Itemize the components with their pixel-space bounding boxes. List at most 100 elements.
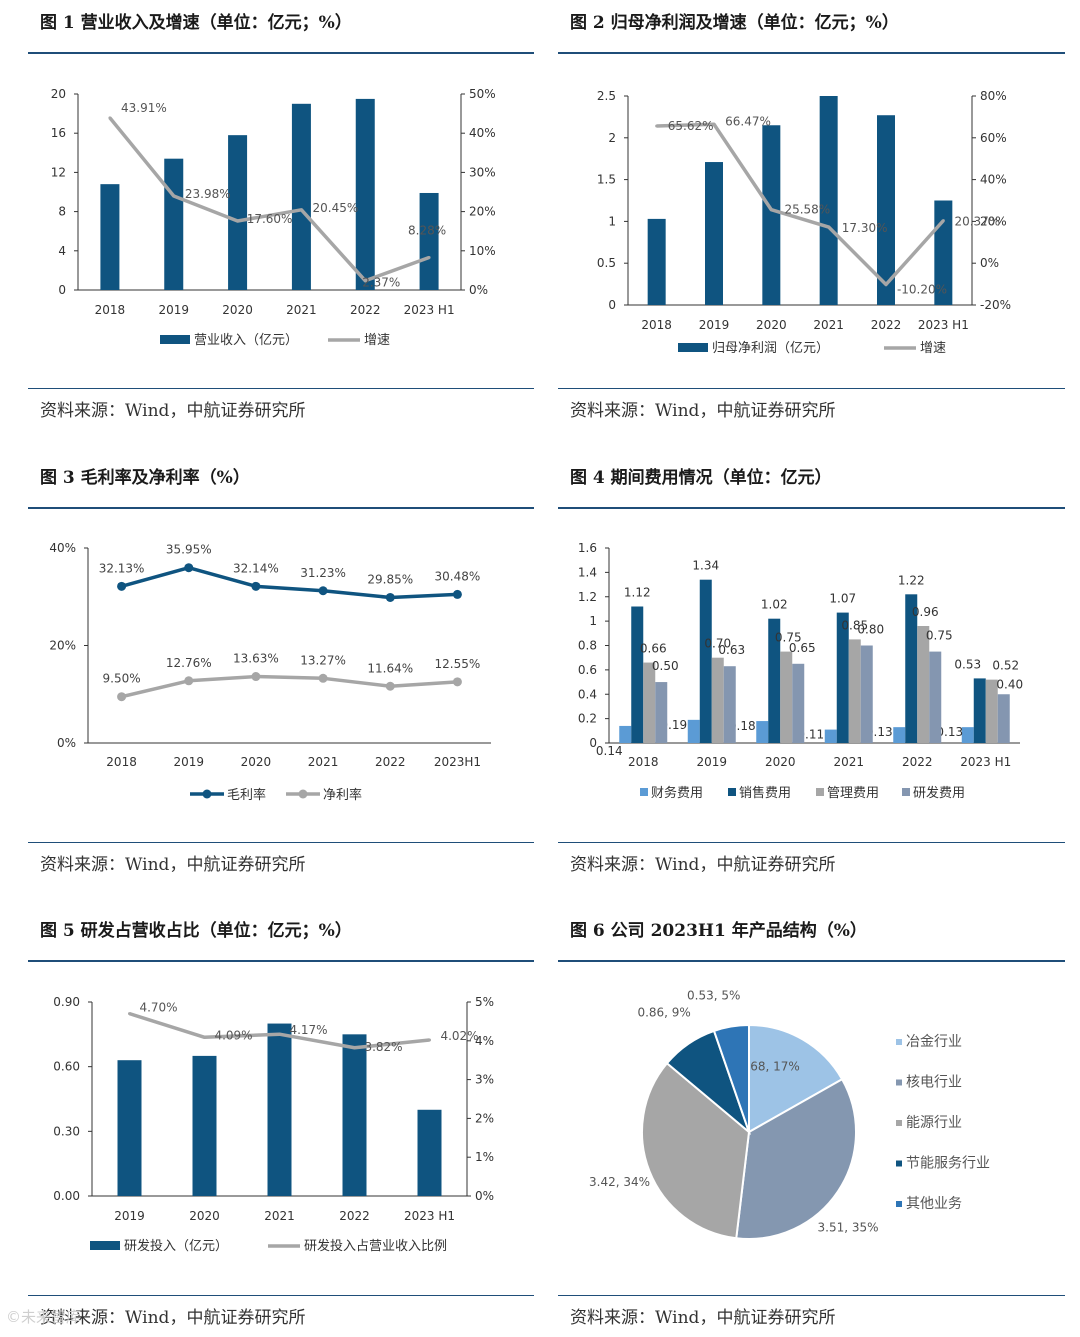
legend-swatch-marker bbox=[298, 789, 308, 799]
legend-swatch bbox=[896, 1201, 902, 1207]
line-point bbox=[184, 676, 194, 686]
data-label: 20.37% bbox=[954, 215, 1000, 229]
source-rule bbox=[28, 842, 534, 843]
y-tick-label: 0 bbox=[589, 736, 597, 750]
data-label: 0.66 bbox=[640, 642, 667, 656]
x-tick-label: 2022 bbox=[375, 755, 406, 769]
line-point bbox=[251, 672, 261, 682]
data-label: 0.85 bbox=[841, 618, 868, 632]
bar bbox=[117, 1060, 142, 1196]
x-tick-label: 2018 bbox=[95, 303, 126, 317]
series-line-毛利率 bbox=[121, 565, 458, 600]
title-rule bbox=[558, 52, 1065, 54]
data-label: 23.98% bbox=[185, 187, 231, 201]
source-rule bbox=[558, 388, 1065, 389]
data-label: 1.12 bbox=[624, 586, 651, 600]
title-rule bbox=[28, 507, 534, 509]
data-label: 13.27% bbox=[300, 653, 346, 667]
data-label: 4.02% bbox=[440, 1029, 478, 1043]
x-tick-label: 2018 bbox=[106, 755, 137, 769]
bar bbox=[792, 663, 805, 743]
right-tick-label: 0% bbox=[469, 283, 488, 297]
data-label: 29.85% bbox=[367, 572, 413, 586]
source-note: 资料来源：Wind，中航证券研究所 bbox=[570, 1308, 836, 1328]
bar bbox=[929, 651, 942, 743]
bar bbox=[961, 727, 974, 743]
right-tick-label: 30% bbox=[469, 165, 496, 179]
legend-swatch bbox=[896, 1120, 902, 1126]
bar bbox=[756, 721, 769, 743]
x-tick-label: 2020 bbox=[756, 318, 787, 332]
x-tick-label: 2023 H1 bbox=[404, 303, 455, 317]
bar bbox=[705, 162, 723, 305]
data-label: 31.23% bbox=[300, 566, 346, 580]
x-tick-label: 2023 H1 bbox=[960, 755, 1011, 769]
bar bbox=[819, 96, 838, 305]
watermark: ©未来智库 bbox=[6, 1308, 82, 1326]
legend-label: 营业收入（亿元） bbox=[194, 333, 298, 348]
left-tick-label: 4 bbox=[58, 244, 66, 258]
line-point bbox=[385, 681, 395, 691]
data-label: 0.14 bbox=[596, 744, 623, 758]
line-point bbox=[128, 1012, 131, 1016]
left-tick-label: 20 bbox=[51, 87, 66, 101]
figure-1-chart: 0 4 8 12 16 20 0% 10% 20% 30% 40% 50% 2018 2019 2020 20… bbox=[51, 87, 496, 348]
line-point bbox=[117, 581, 127, 591]
x-tick-label: 2023 H1 bbox=[918, 318, 969, 332]
pie-slice-能源行业 bbox=[641, 1061, 751, 1240]
figure-2-title: 图 2 归母净利润及增速（单位：亿元；%） bbox=[570, 13, 899, 33]
bar bbox=[291, 103, 311, 290]
figure-4-title: 图 4 期间费用情况（单位：亿元） bbox=[570, 468, 832, 488]
y-tick-label: 0.8 bbox=[578, 639, 597, 653]
x-tick-label: 2023H1 bbox=[434, 755, 481, 769]
line-point bbox=[941, 219, 945, 223]
bar bbox=[824, 729, 837, 743]
source-rule bbox=[28, 388, 534, 389]
source-note: 资料来源：Wind，中航证券研究所 bbox=[40, 855, 306, 875]
legend-label: 节能服务行业 bbox=[906, 1156, 990, 1172]
y-tick-label: 1.2 bbox=[578, 590, 597, 604]
bar bbox=[917, 626, 930, 743]
figure-1-title: 图 1 营业收入及增速（单位：亿元；%） bbox=[40, 13, 352, 33]
y-tick-label: 0.2 bbox=[578, 712, 597, 726]
right-tick-label: 10% bbox=[469, 244, 496, 258]
data-label: 0.75 bbox=[775, 631, 802, 645]
line-point bbox=[278, 1032, 281, 1036]
line-point bbox=[827, 225, 831, 229]
x-tick-label: 2018 bbox=[641, 318, 672, 332]
legend-label: 增速 bbox=[364, 333, 390, 348]
x-tick-label: 2020 bbox=[241, 755, 272, 769]
bar bbox=[164, 158, 184, 290]
source-rule bbox=[558, 1295, 1065, 1296]
title-rule bbox=[28, 960, 534, 962]
left-tick-label: 0.30 bbox=[53, 1124, 80, 1138]
bar bbox=[723, 666, 736, 743]
bar bbox=[877, 115, 895, 305]
x-tick-label: 2022 bbox=[871, 318, 902, 332]
x-tick-label: 2019 bbox=[696, 755, 727, 769]
pie-slice-核电行业 bbox=[735, 1077, 857, 1240]
bar bbox=[836, 612, 849, 743]
figure-3-panel: 图 3 毛利率及净利率（%） 0% 20% 40% 2018 2019 2020 2021 2… bbox=[28, 455, 534, 885]
left-tick-label: 16 bbox=[51, 126, 66, 140]
bar bbox=[860, 645, 873, 743]
line-point bbox=[236, 219, 240, 223]
left-tick-label: 8 bbox=[58, 205, 66, 219]
data-label: 43.91% bbox=[121, 101, 167, 115]
legend-swatch-bar bbox=[160, 335, 190, 344]
data-label: 32.14% bbox=[233, 561, 279, 575]
data-label: 25.58% bbox=[784, 203, 830, 217]
figure-3-title: 图 3 毛利率及净利率（%） bbox=[40, 468, 250, 488]
slice-label: 0.86, 9% bbox=[637, 1005, 690, 1019]
figure-1-panel: 图 1 营业收入及增速（单位：亿元；%） 0 4 8 12 16 20 0% 10% 20% 30… bbox=[28, 0, 534, 430]
data-label: 0.13 bbox=[936, 725, 963, 739]
legend-label: 研发投入（亿元） bbox=[124, 1238, 228, 1254]
line-point bbox=[427, 256, 431, 260]
right-tick-label: 50% bbox=[469, 87, 496, 101]
slice-label: 0.53, 5% bbox=[687, 988, 740, 1002]
x-tick-label: 2019 bbox=[158, 303, 189, 317]
data-label: 1.07 bbox=[829, 592, 856, 606]
left-tick-label: 0.90 bbox=[53, 995, 80, 1009]
data-label: 13.63% bbox=[233, 652, 279, 666]
title-rule bbox=[558, 507, 1065, 509]
